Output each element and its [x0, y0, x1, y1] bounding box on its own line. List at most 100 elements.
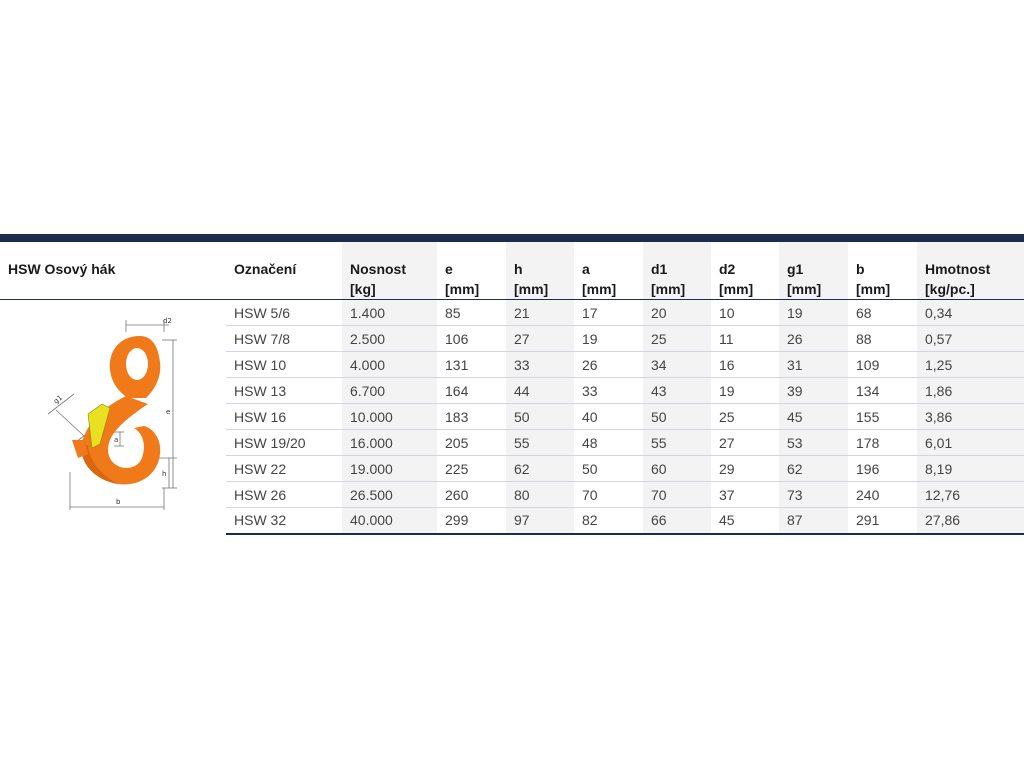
table-cell: 19	[779, 299, 848, 326]
column-header-unit: [mm]	[787, 281, 822, 297]
table-cell: HSW 7/8	[226, 325, 342, 352]
table-cell: 55	[506, 429, 574, 456]
table-cell: 8,19	[917, 455, 1024, 482]
table-row: d2 d1 e g1 a h b HSW 5/61.40085211720101…	[0, 299, 1024, 510]
table-cell: 291	[848, 507, 917, 535]
column-header-label: d2	[719, 261, 736, 277]
column-header-label: Hmotnost	[925, 261, 991, 277]
column-header-unit: [mm]	[719, 281, 754, 297]
table-cell: 11	[711, 325, 779, 352]
column-header-label: Označení	[234, 261, 297, 277]
table-cell: 45	[711, 507, 779, 535]
table-cell: 4.000	[342, 351, 437, 378]
table-cell: HSW 16	[226, 403, 342, 430]
table-cell: 1,86	[917, 377, 1024, 404]
table-cell: HSW 10	[226, 351, 342, 378]
column-header: d2 [mm]	[711, 242, 779, 300]
column-header-unit: [mm]	[582, 281, 617, 297]
table-cell: 82	[574, 507, 643, 535]
column-header: b [mm]	[848, 242, 917, 300]
table-cell: 44	[506, 377, 574, 404]
table-cell: 25	[711, 403, 779, 430]
table-cell: 19	[711, 377, 779, 404]
hook-diagram: d2 d1 e g1 a h b	[47, 317, 177, 510]
hook-diagram-cell: d2 d1 e g1 a h b	[0, 300, 226, 534]
column-header-label: d1	[651, 261, 668, 277]
table-cell: 50	[506, 403, 574, 430]
table-cell: 10.000	[342, 403, 437, 430]
table-cell: 88	[848, 325, 917, 352]
table-cell: 26	[574, 351, 643, 378]
table-cell: 178	[848, 429, 917, 456]
table-cell: 1,25	[917, 351, 1024, 378]
table-cell: 27	[506, 325, 574, 352]
table-cell: 73	[779, 481, 848, 508]
table-cell: 19.000	[342, 455, 437, 482]
table-cell: HSW 32	[226, 507, 342, 535]
table-cell: 260	[437, 481, 506, 508]
column-header-label: g1	[787, 261, 804, 277]
table-cell: 40	[574, 403, 643, 430]
column-header: d1 [mm]	[643, 242, 711, 300]
table-cell: 27,86	[917, 507, 1024, 535]
label-h: h	[162, 470, 166, 478]
table-cell: 31	[779, 351, 848, 378]
table-cell: 2.500	[342, 325, 437, 352]
table-cell: 0,57	[917, 325, 1024, 352]
label-e: e	[166, 408, 170, 416]
header-bar	[0, 234, 1024, 242]
label-b: b	[116, 498, 121, 506]
table-cell: 0,34	[917, 299, 1024, 326]
table-cell: 299	[437, 507, 506, 535]
table-cell: 1.400	[342, 299, 437, 326]
table-cell: 33	[506, 351, 574, 378]
label-d2: d2	[163, 317, 172, 325]
table-cell: 43	[643, 377, 711, 404]
table-cell: 20	[643, 299, 711, 326]
table-row: HSW 26 26.500 260 80 70 70 37 73 240 12,76	[0, 481, 1024, 508]
column-header-label: Nosnost	[350, 261, 406, 277]
column-header-label: b	[856, 261, 865, 277]
label-g1: g1	[52, 394, 64, 406]
table-cell: 225	[437, 455, 506, 482]
table-cell: 48	[574, 429, 643, 456]
table-cell: 109	[848, 351, 917, 378]
column-header-unit: [mm]	[514, 281, 549, 297]
column-header: Označení	[226, 242, 342, 300]
column-header: a [mm]	[574, 242, 643, 300]
table-cell: 50	[574, 455, 643, 482]
column-header-unit: [kg/pc.]	[925, 281, 975, 297]
column-header: Nosnost [kg]	[342, 242, 437, 300]
table-cell: HSW 19/20	[226, 429, 342, 456]
table-cell: 196	[848, 455, 917, 482]
column-header: Hmotnost [kg/pc.]	[917, 242, 1024, 300]
table-cell: 68	[848, 299, 917, 326]
label-a: a	[114, 436, 118, 444]
table-cell: 240	[848, 481, 917, 508]
table-cell: 62	[506, 455, 574, 482]
specs-table: HSW Osový hák Označení Nosnost [kg] e [mm] h […	[0, 242, 1024, 535]
table-cell: 34	[643, 351, 711, 378]
table-cell: 205	[437, 429, 506, 456]
table-row: HSW 13 6.700 164 44 33 43 19 39 134 1,86	[0, 377, 1024, 404]
table-cell: 25	[643, 325, 711, 352]
column-header-label: h	[514, 261, 523, 277]
table-cell: 39	[779, 377, 848, 404]
column-header-unit: [kg]	[350, 281, 376, 297]
column-header-unit: [mm]	[445, 281, 480, 297]
table-cell: 45	[779, 403, 848, 430]
table-cell: HSW 26	[226, 481, 342, 508]
table-cell: 40.000	[342, 507, 437, 535]
table-cell: 60	[643, 455, 711, 482]
column-header-unit: [mm]	[856, 281, 891, 297]
table-cell: 29	[711, 455, 779, 482]
table-cell: 50	[643, 403, 711, 430]
table-cell: HSW 5/6	[226, 299, 342, 326]
table-cell: 97	[506, 507, 574, 535]
table-row: HSW 32 40.000 299 97 82 66 45 87 291 27,86	[0, 507, 1024, 535]
table-cell: 27	[711, 429, 779, 456]
table-cell: 33	[574, 377, 643, 404]
table-cell: 66	[643, 507, 711, 535]
table-cell: 19	[574, 325, 643, 352]
table-cell: 85	[437, 299, 506, 326]
